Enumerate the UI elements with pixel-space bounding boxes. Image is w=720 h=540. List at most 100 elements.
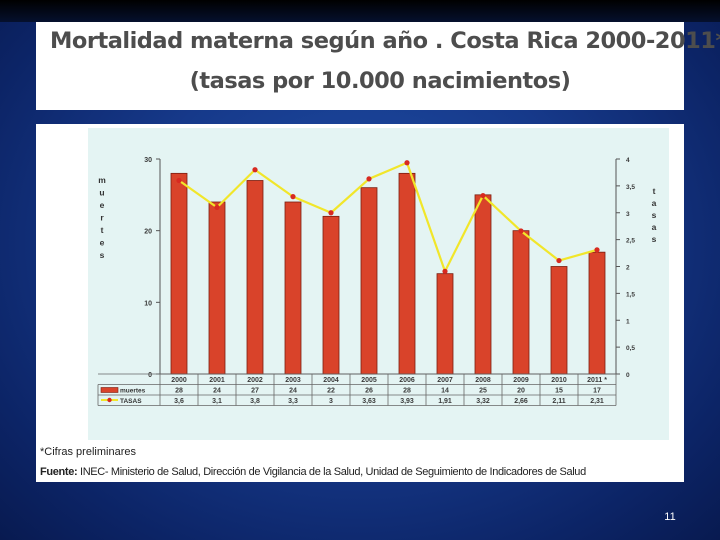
rate-value-label: 1,91 xyxy=(438,398,452,405)
page-number: 11 xyxy=(664,511,676,523)
bar xyxy=(474,194,492,375)
left-axis-label-letter: u xyxy=(99,188,104,198)
top-band xyxy=(0,0,720,22)
rate-value-label: 2,11 xyxy=(552,398,565,405)
bar xyxy=(284,201,302,375)
rate-value-label: 3,3 xyxy=(288,398,298,405)
bar xyxy=(246,180,264,375)
source-text: INEC- Ministerio de Salud, Dirección de … xyxy=(77,466,586,478)
content-box: 0 10 20 30 0 0,5 1 1,5 2 2,5 3 3,5 4 m u e r t e s t a s a s 2000… xyxy=(36,124,684,482)
category-label: 2002 xyxy=(247,377,263,384)
bar-value-label: 22 xyxy=(327,388,335,395)
left-axis-label-letter: r xyxy=(100,213,104,223)
bar xyxy=(170,172,188,375)
legend-line-marker xyxy=(107,397,112,403)
right-tick-label: 0,5 xyxy=(626,345,635,352)
rate-value-label: 2,66 xyxy=(514,398,528,405)
left-axis-label-letter: e xyxy=(100,238,105,248)
right-tick-label: 3 xyxy=(626,211,630,218)
category-label: 2004 xyxy=(323,377,339,384)
right-tick-label: 4 xyxy=(626,157,630,164)
slide-subtitle: (tasas por 10.000 nacimientos) xyxy=(189,68,571,94)
legend-line-name: TASAS xyxy=(120,398,142,405)
category-label: 2005 xyxy=(361,377,377,384)
right-tick-label: 2,5 xyxy=(626,238,635,245)
bar xyxy=(436,273,454,375)
category-label: 2000 xyxy=(171,377,187,384)
rate-value-label: 3,8 xyxy=(250,398,260,405)
rate-point xyxy=(556,257,562,264)
bar-value-label: 28 xyxy=(403,388,411,395)
bar-value-label: 15 xyxy=(555,388,563,395)
left-tick-label: 30 xyxy=(144,157,152,164)
right-tick-label: 0 xyxy=(626,372,630,379)
bar xyxy=(322,215,340,375)
right-tick-label: 3,5 xyxy=(626,184,635,191)
source-label: Fuente: xyxy=(40,466,78,478)
right-tick-label: 2 xyxy=(626,265,630,272)
rate-point xyxy=(594,247,600,253)
right-axis-label-letter: s xyxy=(652,210,657,220)
rate-value-label: 3 xyxy=(329,398,333,405)
category-label: 2007 xyxy=(437,377,453,384)
left-axis-label-letter: e xyxy=(100,200,105,210)
bar xyxy=(550,266,568,375)
chart-panel: 0 10 20 30 0 0,5 1 1,5 2 2,5 3 3,5 4 m u e r t e s t a s a s 2000… xyxy=(88,128,669,440)
bar xyxy=(208,201,226,375)
rate-value-label: 3,93 xyxy=(400,398,414,405)
source-note: Fuente: INEC- Ministerio de Salud, Direc… xyxy=(40,466,586,478)
rate-point xyxy=(518,228,524,234)
bar xyxy=(588,251,606,375)
left-tick-label: 0 xyxy=(148,372,152,379)
footnote: *Cifras preliminares xyxy=(40,446,136,458)
legend-bar-key xyxy=(100,387,119,393)
legend-bar-name: muertes xyxy=(120,388,146,395)
right-axis-label-letter: a xyxy=(652,222,657,232)
bar xyxy=(398,172,416,375)
rate-value-label: 2,31 xyxy=(590,398,604,405)
bar-value-label: 17 xyxy=(593,388,601,395)
rate-point xyxy=(404,160,410,166)
left-tick-label: 10 xyxy=(144,300,152,307)
rate-value-label: 3,32 xyxy=(476,398,490,405)
bar-value-label: 25 xyxy=(479,388,487,395)
right-tick-label: 1,5 xyxy=(626,291,635,298)
category-label: 2011 * xyxy=(587,377,607,384)
category-label: 2006 xyxy=(399,377,415,384)
bar-value-label: 14 xyxy=(441,388,449,395)
bar xyxy=(360,187,378,375)
bar xyxy=(512,230,530,375)
left-tick-label: 20 xyxy=(144,229,152,236)
slide-title: Mortalidad materna según año . Costa Ric… xyxy=(50,28,720,54)
rate-point xyxy=(442,268,448,274)
left-axis-label-letter: s xyxy=(100,250,105,260)
bar-value-label: 27 xyxy=(251,388,259,395)
rate-point xyxy=(328,210,334,216)
rate-point xyxy=(214,204,220,210)
rate-point xyxy=(290,194,296,200)
rate-point xyxy=(366,176,372,182)
bar-value-label: 20 xyxy=(517,388,525,395)
right-axis-label-letter: a xyxy=(652,198,657,208)
bar-value-label: 24 xyxy=(213,388,221,395)
right-axis-label-letter: t xyxy=(653,186,656,196)
bar-value-label: 26 xyxy=(365,388,373,395)
rate-point xyxy=(480,192,486,199)
rate-value-label: 3,1 xyxy=(212,398,222,405)
bar-value-label: 28 xyxy=(175,388,183,395)
rate-value-label: 3,63 xyxy=(362,398,376,405)
category-label: 2003 xyxy=(285,377,301,384)
category-label: 2008 xyxy=(475,377,491,384)
mortality-chart: 010203000,511,522,533,54muertestasas2000… xyxy=(97,157,657,406)
rate-point xyxy=(252,167,258,173)
rate-point xyxy=(176,177,182,184)
category-label: 2010 xyxy=(551,377,567,384)
rate-line xyxy=(178,161,598,273)
category-label: 2001 xyxy=(209,377,225,384)
category-label: 2009 xyxy=(513,377,529,384)
bar-value-label: 24 xyxy=(289,388,297,395)
right-axis-label-letter: s xyxy=(652,234,657,244)
title-box: Mortalidad materna según año . Costa Ric… xyxy=(36,22,720,110)
right-tick-label: 1 xyxy=(626,318,630,325)
rate-value-label: 3,6 xyxy=(174,398,184,405)
